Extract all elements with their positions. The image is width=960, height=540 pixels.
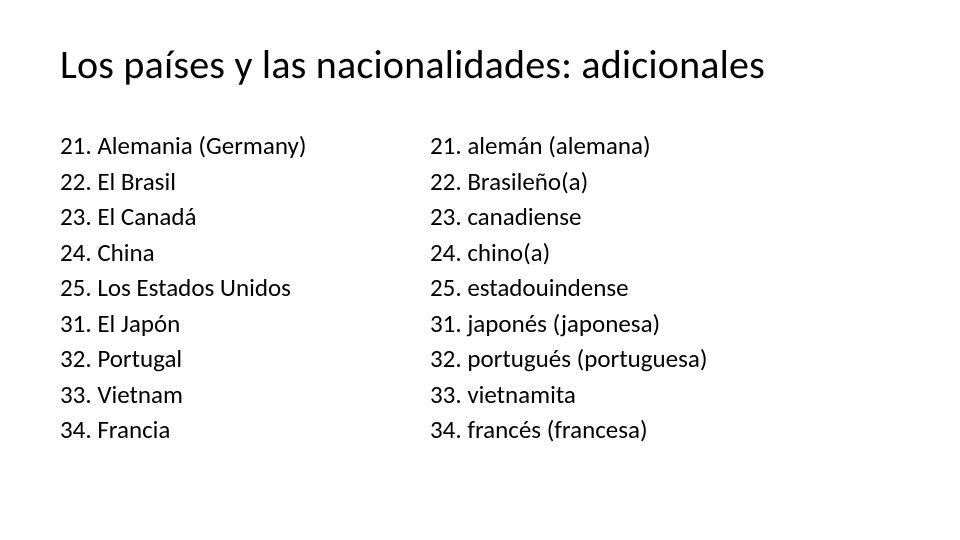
left-column: 21. Alemania (Germany) 22. El Brasil 23.… bbox=[60, 128, 430, 448]
item-number: 25 bbox=[60, 272, 85, 303]
item-text: francés (francesa) bbox=[467, 414, 647, 445]
item-number: 21 bbox=[430, 130, 455, 161]
item-number: 22 bbox=[60, 166, 85, 197]
item-number: 33 bbox=[60, 379, 85, 410]
item-text: El Brasil bbox=[97, 166, 176, 197]
item-text: China bbox=[97, 237, 154, 268]
columns: 21. Alemania (Germany) 22. El Brasil 23.… bbox=[60, 128, 900, 448]
item-text: vietnamita bbox=[467, 379, 576, 410]
item-text: Alemania (Germany) bbox=[97, 130, 306, 161]
item-number: 25 bbox=[430, 272, 455, 303]
item-number: 24 bbox=[430, 237, 455, 268]
item-text: chino(a) bbox=[467, 237, 550, 268]
list-item: 23. El Canadá bbox=[60, 199, 430, 235]
item-number: 32 bbox=[60, 343, 85, 374]
item-number: 33 bbox=[430, 379, 455, 410]
item-text: El Japón bbox=[97, 308, 180, 339]
slide-title: Los países y las nacionalidades: adicion… bbox=[60, 42, 900, 88]
list-item: 22. El Brasil bbox=[60, 164, 430, 200]
item-number: 34 bbox=[430, 414, 455, 445]
item-number: 23 bbox=[430, 201, 455, 232]
item-text: Vietnam bbox=[97, 379, 183, 410]
item-text: canadiense bbox=[467, 201, 581, 232]
item-number: 22 bbox=[430, 166, 455, 197]
list-item: 32. Portugal bbox=[60, 341, 430, 377]
list-item: 23. canadiense bbox=[430, 199, 860, 235]
list-item: 33. vietnamita bbox=[430, 377, 860, 413]
list-item: 33. Vietnam bbox=[60, 377, 430, 413]
list-item: 25. estadouindense bbox=[430, 270, 860, 306]
item-number: 31 bbox=[60, 308, 85, 339]
list-item: 31. japonés (japonesa) bbox=[430, 306, 860, 342]
item-text: Los Estados Unidos bbox=[97, 272, 291, 303]
item-number: 31 bbox=[430, 308, 455, 339]
list-item: 24. chino(a) bbox=[430, 235, 860, 271]
item-number: 34 bbox=[60, 414, 85, 445]
item-text: Portugal bbox=[97, 343, 182, 374]
list-item: 21. alemán (alemana) bbox=[430, 128, 860, 164]
list-item: 25. Los Estados Unidos bbox=[60, 270, 430, 306]
list-item: 32. portugués (portuguesa) bbox=[430, 341, 860, 377]
list-item: 24. China bbox=[60, 235, 430, 271]
list-item: 34. Francia bbox=[60, 412, 430, 448]
item-text: alemán (alemana) bbox=[467, 130, 650, 161]
item-number: 23 bbox=[60, 201, 85, 232]
item-text: El Canadá bbox=[97, 201, 196, 232]
list-item: 31. El Japón bbox=[60, 306, 430, 342]
item-number: 32 bbox=[430, 343, 455, 374]
item-number: 24 bbox=[60, 237, 85, 268]
item-text: estadouindense bbox=[467, 272, 628, 303]
item-number: 21 bbox=[60, 130, 85, 161]
item-text: Francia bbox=[97, 414, 170, 445]
list-item: 34. francés (francesa) bbox=[430, 412, 860, 448]
slide: Los países y las nacionalidades: adicion… bbox=[0, 0, 960, 540]
item-text: japonés (japonesa) bbox=[467, 308, 660, 339]
item-text: portugués (portuguesa) bbox=[467, 343, 707, 374]
right-column: 21. alemán (alemana) 22. Brasileño(a) 23… bbox=[430, 128, 860, 448]
item-text: Brasileño(a) bbox=[467, 166, 588, 197]
list-item: 22. Brasileño(a) bbox=[430, 164, 860, 200]
list-item: 21. Alemania (Germany) bbox=[60, 128, 430, 164]
